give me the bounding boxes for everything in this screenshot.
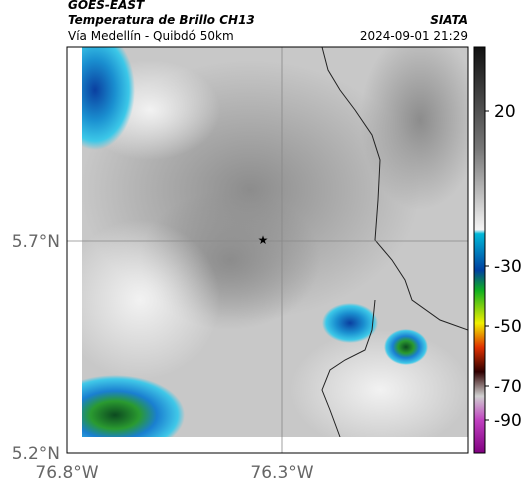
source: SIATA bbox=[430, 13, 468, 27]
product: Temperatura de Brillo CH13 bbox=[68, 13, 255, 27]
colorbar-label: 20 bbox=[494, 102, 516, 122]
colorbar-label: -90 bbox=[494, 411, 522, 431]
colorbar-label: -50 bbox=[494, 317, 522, 337]
satellite-image bbox=[82, 47, 468, 437]
location-marker: ★ bbox=[258, 233, 269, 247]
colorbar-label: -30 bbox=[494, 257, 522, 277]
map-frame bbox=[66, 46, 469, 454]
lat-label: 5.2°N bbox=[12, 444, 60, 464]
timestamp: 2024-09-01 21:29 bbox=[360, 29, 468, 43]
satellite: GOES-EAST bbox=[68, 0, 145, 12]
colorbar-ticks: 20 -30 -50 -70 -90 bbox=[485, 102, 522, 431]
route: Vía Medellín - Quibdó 50km bbox=[68, 29, 234, 43]
colorbar bbox=[473, 46, 486, 454]
lon-label: 76.8°W bbox=[35, 463, 98, 483]
colorbar-label: -70 bbox=[494, 377, 522, 397]
lon-label: 76.3°W bbox=[250, 463, 313, 483]
lat-label: 5.7°N bbox=[12, 232, 60, 252]
